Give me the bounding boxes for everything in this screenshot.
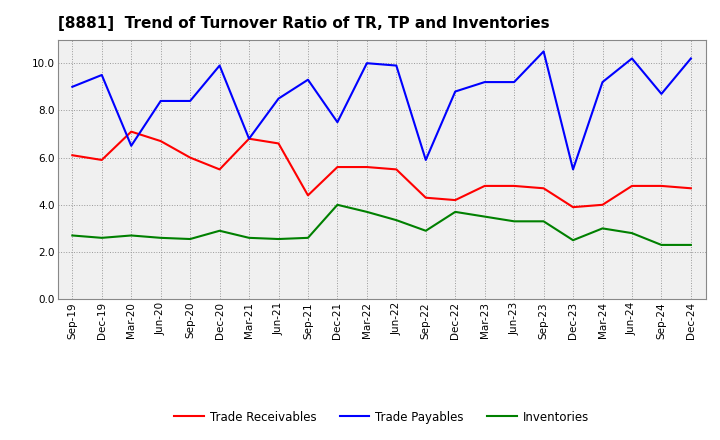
Trade Payables (657, 91, 666, 96)
Trade Payables (215, 63, 224, 68)
Legend: Trade Receivables, Trade Payables, Inventories: Trade Receivables, Trade Payables, Inven… (169, 406, 594, 428)
Inventories (127, 233, 135, 238)
Trade Receivables (598, 202, 607, 207)
Trade Receivables (392, 167, 400, 172)
Inventories (421, 228, 430, 233)
Trade Receivables (363, 165, 372, 170)
Trade Payables (363, 61, 372, 66)
Line: Inventories: Inventories (72, 205, 691, 245)
Trade Payables (451, 89, 459, 94)
Trade Receivables (333, 165, 342, 170)
Trade Payables (510, 80, 518, 85)
Inventories (186, 236, 194, 242)
Trade Payables (127, 143, 135, 148)
Trade Payables (392, 63, 400, 68)
Trade Payables (598, 80, 607, 85)
Trade Receivables (127, 129, 135, 134)
Trade Payables (245, 136, 253, 141)
Trade Receivables (421, 195, 430, 200)
Inventories (68, 233, 76, 238)
Trade Receivables (687, 186, 696, 191)
Trade Receivables (215, 167, 224, 172)
Inventories (598, 226, 607, 231)
Inventories (628, 231, 636, 236)
Inventories (657, 242, 666, 248)
Trade Receivables (539, 186, 548, 191)
Inventories (392, 217, 400, 223)
Trade Payables (687, 56, 696, 61)
Inventories (274, 236, 283, 242)
Trade Payables (569, 167, 577, 172)
Inventories (97, 235, 106, 241)
Trade Payables (68, 84, 76, 89)
Inventories (304, 235, 312, 241)
Trade Receivables (97, 158, 106, 163)
Text: [8881]  Trend of Turnover Ratio of TR, TP and Inventories: [8881] Trend of Turnover Ratio of TR, TP… (58, 16, 549, 32)
Inventories (510, 219, 518, 224)
Trade Receivables (304, 193, 312, 198)
Trade Payables (186, 98, 194, 103)
Trade Receivables (156, 139, 165, 144)
Inventories (539, 219, 548, 224)
Trade Payables (480, 80, 489, 85)
Trade Receivables (657, 183, 666, 189)
Inventories (245, 235, 253, 241)
Trade Payables (274, 96, 283, 101)
Inventories (156, 235, 165, 241)
Trade Payables (156, 98, 165, 103)
Trade Payables (333, 120, 342, 125)
Trade Payables (539, 49, 548, 54)
Line: Trade Receivables: Trade Receivables (72, 132, 691, 207)
Inventories (451, 209, 459, 215)
Trade Payables (304, 77, 312, 82)
Trade Payables (628, 56, 636, 61)
Trade Receivables (451, 198, 459, 203)
Trade Receivables (274, 141, 283, 146)
Trade Payables (97, 72, 106, 77)
Inventories (480, 214, 489, 219)
Trade Receivables (480, 183, 489, 189)
Inventories (333, 202, 342, 207)
Trade Receivables (569, 205, 577, 210)
Trade Payables (421, 158, 430, 163)
Inventories (215, 228, 224, 233)
Trade Receivables (186, 155, 194, 160)
Inventories (363, 209, 372, 215)
Inventories (569, 238, 577, 243)
Line: Trade Payables: Trade Payables (72, 51, 691, 169)
Trade Receivables (245, 136, 253, 141)
Trade Receivables (628, 183, 636, 189)
Trade Receivables (510, 183, 518, 189)
Inventories (687, 242, 696, 248)
Trade Receivables (68, 153, 76, 158)
